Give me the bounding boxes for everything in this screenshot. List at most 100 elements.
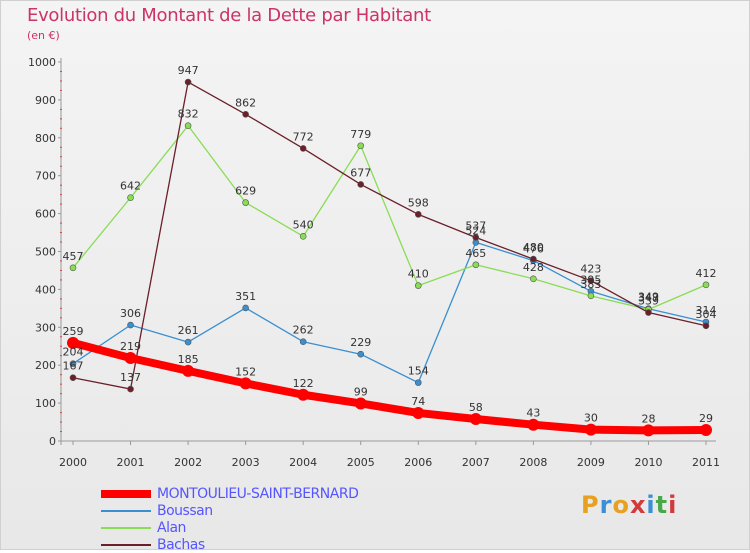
data-point	[584, 423, 597, 436]
legend-item: MONTOULIEU-SAINT-BERNARD	[101, 485, 359, 502]
data-point	[184, 122, 192, 129]
data-point	[127, 194, 134, 201]
series-line-bachas	[72, 81, 707, 390]
data-point	[124, 351, 137, 364]
data-point	[69, 374, 77, 382]
x-tick-label: 2008	[519, 456, 547, 469]
data-label: 29	[699, 412, 713, 425]
data-point	[414, 211, 422, 218]
data-point	[69, 360, 77, 367]
data-label: 43	[526, 407, 540, 420]
data-point	[67, 336, 79, 349]
legend-swatch	[101, 489, 151, 498]
logo-letter: o	[612, 491, 630, 519]
data-label: 410	[408, 268, 429, 281]
data-point	[702, 281, 710, 289]
data-point	[527, 418, 540, 431]
proxiti-logo: Proxiti	[581, 491, 677, 519]
x-tick-label: 2004	[289, 456, 317, 469]
data-label: 229	[350, 336, 371, 349]
data-point	[184, 78, 192, 86]
data-label: 154	[408, 365, 429, 378]
legend-item: Alan	[101, 519, 358, 536]
x-tick-label: 2011	[692, 456, 720, 469]
data-label: 779	[350, 128, 371, 141]
data-label: 476	[523, 243, 544, 256]
data-label: 412	[696, 267, 717, 280]
y-tick-label: 200	[35, 359, 56, 372]
data-label: 772	[293, 130, 314, 143]
data-point	[184, 338, 192, 346]
data-label: 537	[465, 219, 486, 232]
data-point	[530, 275, 537, 283]
data-point	[299, 145, 307, 152]
data-label: 642	[120, 180, 141, 193]
logo-letter: r	[599, 491, 613, 519]
x-tick-label: 2009	[577, 456, 605, 469]
chart-title: Evolution du Montant de la Dette par Hab…	[27, 5, 431, 26]
data-label: 480	[523, 241, 544, 254]
data-label: 457	[63, 250, 84, 263]
data-label: 395	[580, 273, 601, 286]
legend-label: Boussan	[157, 502, 213, 519]
data-point	[354, 397, 367, 410]
data-label: 677	[350, 166, 371, 179]
legend-item: Boussan	[101, 502, 358, 519]
data-label: 74	[411, 395, 425, 408]
data-label: 598	[408, 196, 429, 209]
chart-legend: MONTOULIEU-SAINT-BERNARD Boussan Alan Bacha…	[101, 485, 359, 553]
data-label: 524	[465, 224, 486, 237]
y-tick-label: 400	[35, 283, 56, 296]
data-point	[242, 111, 249, 118]
y-tick-label: 700	[35, 170, 56, 183]
data-point	[299, 233, 307, 240]
data-label: 349	[638, 291, 659, 304]
data-label: 314	[696, 304, 717, 317]
data-point	[239, 377, 252, 390]
data-label: 629	[235, 185, 256, 198]
logo-letter: P	[581, 491, 600, 519]
x-tick-label: 2007	[462, 456, 490, 469]
data-label: 306	[120, 307, 141, 320]
data-point	[182, 364, 195, 377]
data-point	[242, 199, 249, 206]
series-line-alan	[72, 125, 707, 311]
y-tick-label: 500	[35, 246, 56, 259]
x-tick-label: 2000	[59, 456, 87, 469]
data-label: 137	[120, 371, 141, 384]
x-tick-label: 2005	[347, 456, 375, 469]
y-tick-label: 800	[35, 132, 56, 145]
data-point	[469, 413, 482, 426]
data-label: 423	[580, 263, 601, 276]
data-label: 219	[120, 340, 141, 353]
data-point	[700, 424, 712, 437]
x-tick-label: 2002	[174, 456, 202, 469]
logo-letter: x	[629, 491, 647, 519]
data-label: 167	[63, 360, 84, 373]
y-tick-label: 900	[35, 94, 56, 107]
data-label: 351	[235, 290, 256, 303]
data-label: 28	[641, 412, 655, 425]
legend-label: Bachas	[157, 536, 205, 553]
logo-letter: i	[646, 491, 656, 519]
data-label: 261	[178, 324, 199, 337]
y-tick-label: 600	[35, 208, 56, 221]
data-label: 122	[293, 377, 314, 390]
data-point	[127, 385, 134, 393]
chart-unit-label: (en €)	[27, 29, 60, 42]
data-point	[69, 264, 77, 272]
x-tick-label: 2001	[117, 456, 145, 469]
y-tick-label: 1000	[28, 56, 56, 69]
data-point	[297, 388, 310, 401]
data-point	[472, 234, 480, 241]
data-point	[587, 277, 595, 284]
data-label: 339	[638, 295, 659, 308]
data-point	[357, 350, 365, 358]
y-tick-label: 100	[35, 397, 56, 410]
data-label: 383	[580, 278, 601, 291]
series-line-montoulieu-saint-bernard	[69, 338, 710, 435]
data-label: 152	[235, 365, 256, 378]
data-point	[299, 338, 307, 346]
